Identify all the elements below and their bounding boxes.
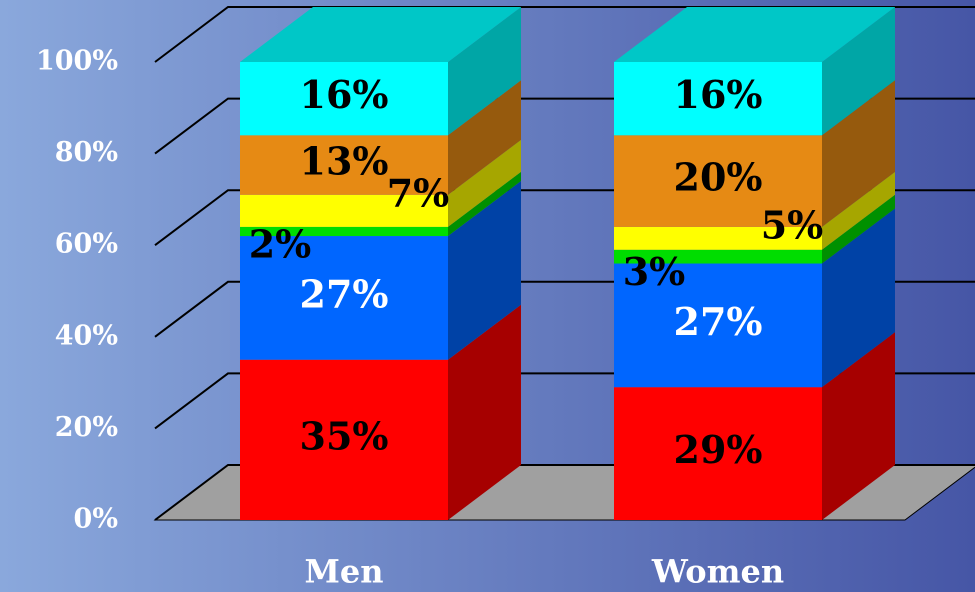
x-tick-label: Men xyxy=(304,553,383,591)
y-tick-label: 100% xyxy=(36,46,118,77)
data-label: 13% xyxy=(300,139,389,184)
data-label: 35% xyxy=(300,413,389,458)
data-label: 16% xyxy=(674,72,763,117)
bar-side xyxy=(822,171,895,250)
data-label: 27% xyxy=(674,299,763,344)
y-tick-label: 80% xyxy=(55,137,118,168)
bar-segment xyxy=(614,387,822,520)
bar-side xyxy=(822,332,895,520)
bar-segment xyxy=(614,226,822,250)
data-label: 3% xyxy=(623,249,686,294)
bar-side xyxy=(448,139,521,227)
y-tick-label: 0% xyxy=(74,504,118,535)
bar-segment xyxy=(240,226,448,237)
bar-side xyxy=(448,181,521,360)
bar-top xyxy=(614,7,895,62)
bar-segment xyxy=(240,236,448,360)
bar-segment xyxy=(240,62,448,136)
data-label: 27% xyxy=(300,271,389,316)
bar-segment xyxy=(614,135,822,227)
bar-side xyxy=(448,7,521,136)
bar-side xyxy=(448,171,521,237)
data-label: 7% xyxy=(387,170,450,215)
bar-side xyxy=(822,7,895,136)
y-tick-label: 40% xyxy=(55,320,118,351)
bar-side xyxy=(448,304,521,520)
bar-side xyxy=(822,194,895,264)
y-tick-label: 60% xyxy=(55,229,118,260)
data-label: 20% xyxy=(674,155,763,200)
data-label: 29% xyxy=(674,427,763,472)
bar-segment xyxy=(240,135,448,195)
bar-side xyxy=(448,80,521,195)
data-label: 2% xyxy=(249,222,312,267)
x-tick-label: Women xyxy=(651,553,784,591)
bar-segment xyxy=(614,249,822,264)
bar-top xyxy=(240,7,521,62)
bar-segment xyxy=(614,62,822,136)
bar-segment xyxy=(614,263,822,388)
bar-segment xyxy=(240,194,448,227)
bar-side xyxy=(822,208,895,388)
data-label: 5% xyxy=(761,202,824,247)
bar-segment xyxy=(240,359,448,520)
data-label: 16% xyxy=(300,72,389,117)
y-tick-label: 20% xyxy=(55,412,118,443)
bar-side xyxy=(822,80,895,227)
